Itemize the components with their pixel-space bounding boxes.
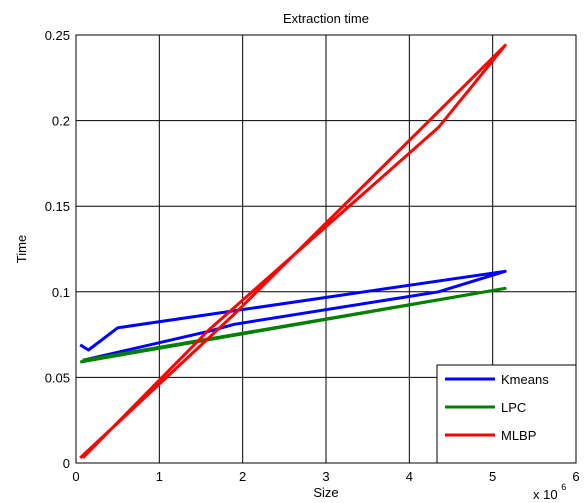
series-line-kmeans (79, 269, 507, 362)
legend: Kmeans LPC MLBP (436, 364, 577, 464)
legend-label: Kmeans (501, 372, 549, 387)
x-axis-label: Size (313, 485, 338, 500)
legend-box (436, 364, 577, 464)
y-tick-label: 0 (63, 456, 70, 471)
x-tick-label: 0 (72, 469, 79, 484)
y-tick-label: 0.05 (45, 370, 70, 385)
x-axis-multiplier-power: 6 (561, 482, 566, 492)
y-tick-label: 0.2 (52, 114, 70, 129)
legend-label: MLBP (501, 428, 536, 443)
x-tick-label: 4 (406, 469, 413, 484)
legend-label: LPC (501, 400, 526, 415)
x-tick-label: 3 (322, 469, 329, 484)
y-axis-label: Time (14, 235, 29, 263)
y-tick-label: 0.1 (52, 285, 70, 300)
axis-ticks: 0 1 2 3 4 5 6 0 0.05 0.1 0.15 0.2 0.25 (45, 28, 580, 484)
x-axis-multiplier: x 10 6 (533, 482, 566, 502)
chart-title: Extraction time (283, 11, 369, 26)
series-layer (79, 43, 507, 459)
y-tick-label: 0.15 (45, 199, 70, 214)
series-line-lpc (79, 286, 507, 364)
x-tick-label: 1 (156, 469, 163, 484)
series-line-mlbp (79, 43, 507, 459)
x-tick-label: 2 (239, 469, 246, 484)
plot-frame (75, 34, 577, 464)
x-axis-multiplier-base: x 10 (533, 487, 558, 502)
x-tick-label: 6 (572, 469, 579, 484)
y-tick-label: 0.25 (45, 28, 70, 43)
x-tick-label: 5 (489, 469, 496, 484)
